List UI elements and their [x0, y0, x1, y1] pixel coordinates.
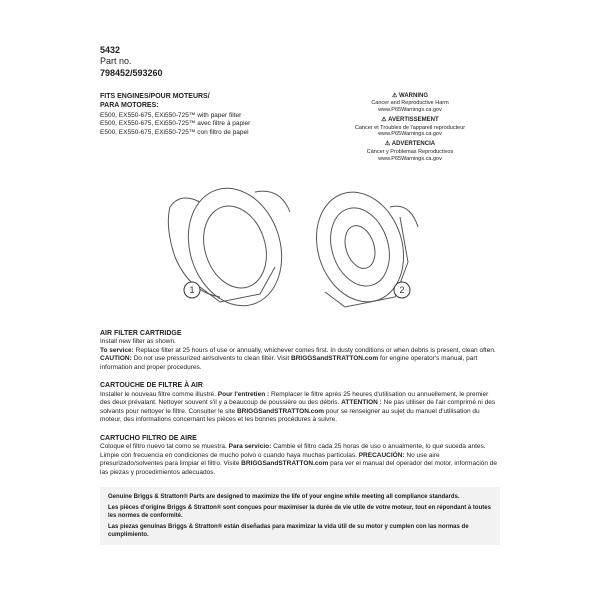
- callout-2: 2: [399, 285, 404, 295]
- warning-title: ⚠ AVERTISSEMENT: [320, 117, 500, 125]
- section-body: Installer le nouveau filtre comme illust…: [100, 391, 500, 425]
- warning-url: www.P65Warnings.ca.gov: [320, 156, 500, 163]
- warning-fr: ⚠ AVERTISSEMENT Cancer et Troubles de l'…: [320, 117, 500, 138]
- callout-1: 1: [189, 285, 194, 295]
- section-body: Install new filter as shown.To service: …: [100, 338, 500, 372]
- section-fr: CARTOUCHE DE FILTRE À AIR Installer le n…: [100, 382, 500, 425]
- section-body: Coloque el filtro nuevo tal como se mues…: [100, 443, 500, 477]
- section-title: AIR FILTER CARTRIDGE: [100, 330, 500, 339]
- warning-title: ⚠ WARNING: [320, 93, 500, 101]
- warning-en: ⚠ WARNING Cancer and Reproductive Harm w…: [320, 93, 500, 114]
- section-title: CARTUCHO FILTRO DE AIRE: [100, 435, 500, 444]
- warnings: ⚠ WARNING Cancer and Reproductive Harm w…: [320, 93, 500, 166]
- top-row: FITS ENGINES/POUR MOTEURS/ PARA MOTORES:…: [100, 93, 500, 166]
- section-es: CARTUCHO FILTRO DE AIRE Coloque el filtr…: [100, 435, 500, 478]
- fits-line-en: E500, EX550-675, EXi550-725™ with paper …: [100, 112, 320, 120]
- footer-fr: Les pièces d'origine Briggs & Stratton® …: [108, 504, 492, 520]
- warning-es: ⚠ ADVERTENCIA Cáncer y Problemas Reprodu…: [320, 141, 500, 162]
- diagram-svg: 1 2: [140, 172, 460, 322]
- warning-title: ⚠ ADVERTENCIA: [320, 141, 500, 149]
- warning-url: www.P65Warnings.ca.gov: [320, 131, 500, 138]
- fits-engines: FITS ENGINES/POUR MOTEURS/ PARA MOTORES:…: [100, 93, 320, 166]
- warning-url: www.P65Warnings.ca.gov: [320, 107, 500, 114]
- fits-title: FITS ENGINES/POUR MOTEURS/ PARA MOTORES:: [100, 93, 320, 111]
- warning-text: Cáncer y Problemas Reproductivos: [320, 149, 500, 156]
- footer-es: Las piezas genuinas Briggs & Stratton® e…: [108, 523, 492, 539]
- filter-diagram: 1 2: [140, 172, 460, 322]
- part-label: Part no.: [100, 56, 500, 67]
- section-title: CARTOUCHE DE FILTRE À AIR: [100, 382, 500, 391]
- part-number: 798452/593260: [100, 68, 500, 79]
- fits-line-fr: E500, EX550-675, EXi550-725™ avec filtre…: [100, 120, 320, 128]
- footer-en: Genuine Briggs & Stratton® Parts are des…: [108, 493, 492, 501]
- warning-text: Cancer et Troubles de l'appareil reprodu…: [320, 125, 500, 132]
- warning-text: Cancer and Reproductive Harm: [320, 100, 500, 107]
- fits-line-es: E500, EX550-675, EXi550-725™ con filtro …: [100, 129, 320, 137]
- footer: Genuine Briggs & Stratton® Parts are des…: [100, 487, 500, 545]
- section-en: AIR FILTER CARTRIDGE Install new filter …: [100, 330, 500, 373]
- header: 5432 Part no. 798452/593260: [100, 45, 500, 79]
- instruction-page: 5432 Part no. 798452/593260 FITS ENGINES…: [100, 45, 500, 545]
- model-number: 5432: [100, 45, 500, 56]
